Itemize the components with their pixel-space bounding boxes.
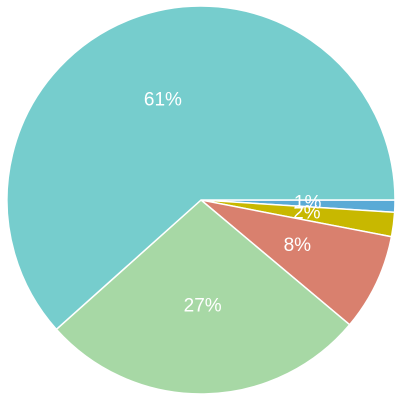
pie-slice [198, 198, 393, 326]
data-label: 2% [293, 203, 321, 224]
data-label: 61% [144, 89, 182, 110]
data-label: 27% [184, 296, 222, 317]
data-label: 1% [294, 192, 322, 213]
pie-slice [6, 5, 396, 331]
data-label: 8% [284, 235, 312, 256]
pie-slice [55, 199, 351, 395]
